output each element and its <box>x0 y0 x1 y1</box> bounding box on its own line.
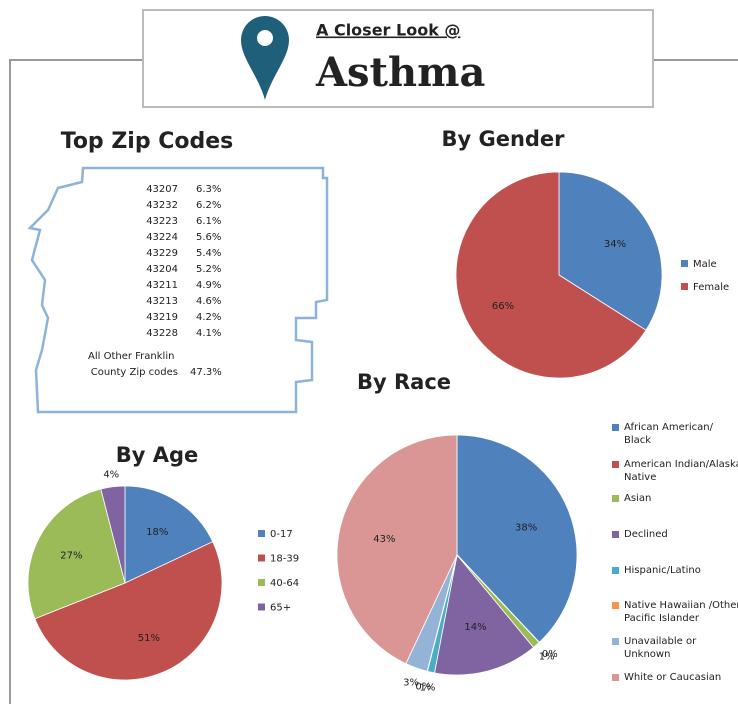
legend-item: White or Caucasian <box>612 671 738 684</box>
pie-slice <box>336 434 458 665</box>
data-label: 3% <box>403 678 419 689</box>
zip-percent: 6.1% <box>196 216 221 227</box>
pie-slice <box>455 171 647 379</box>
zip-code: 43207 <box>146 184 178 195</box>
legend-swatch <box>258 579 265 586</box>
pie-slice <box>27 488 126 620</box>
pie-slice <box>456 434 578 644</box>
zip-code: 43228 <box>146 328 178 339</box>
legend-label: 0-17 <box>270 529 293 540</box>
county-map <box>27 166 329 414</box>
header-box <box>142 9 654 108</box>
zip-other-label: County Zip codes <box>91 367 178 378</box>
legend-item: Asian <box>612 492 738 505</box>
data-label: 14% <box>464 622 486 633</box>
legend-label: 18-39 <box>270 554 299 565</box>
legend-label: African American/ Black <box>624 422 713 446</box>
legend-label: Female <box>693 282 729 293</box>
legend-swatch <box>612 602 619 609</box>
legend-label: American Indian/Alaska Native <box>624 459 738 483</box>
legend-swatch <box>681 283 688 290</box>
zip-percent: 6.3% <box>196 184 221 195</box>
legend-label: White or Caucasian <box>624 672 722 683</box>
legend-item: Hispanic/Latino <box>612 564 738 577</box>
pie-slice <box>124 485 214 584</box>
zip-percent: 5.2% <box>196 264 221 275</box>
zip-code: 43232 <box>146 200 178 211</box>
data-label: 0% <box>542 649 558 660</box>
legend-swatch <box>612 531 619 538</box>
chart-title: By Race <box>357 370 451 394</box>
legend-swatch <box>258 530 265 537</box>
pie-slice <box>34 541 223 681</box>
data-label: 34% <box>604 239 626 250</box>
legend-item: Native Hawaiian /Other Pacific Islander <box>612 599 738 625</box>
zip-percent: 6.2% <box>196 200 221 211</box>
pie-slice <box>558 171 663 331</box>
zip-code: 43219 <box>146 312 178 323</box>
legend-item: Declined <box>612 528 738 541</box>
legend-label: Unavailable or Unknown <box>624 636 697 660</box>
data-label: 18% <box>146 527 168 538</box>
legend-label: Asian <box>624 493 652 504</box>
zip-percent: 4.2% <box>196 312 221 323</box>
legend-swatch <box>612 495 619 502</box>
legend-swatch <box>258 603 265 611</box>
data-label: 1% <box>419 682 435 693</box>
zip-code: 43213 <box>146 296 178 307</box>
zip-code: 43224 <box>146 232 178 243</box>
data-label: 1% <box>539 652 555 663</box>
chart-title: By Age <box>116 443 199 467</box>
zip-percent: 4.6% <box>196 296 221 307</box>
legend-label: Declined <box>624 529 668 540</box>
chart-title: By Gender <box>441 127 565 151</box>
legend-item: American Indian/Alaska Native <box>612 458 738 484</box>
legend-label: Native Hawaiian /Other Pacific Islander <box>624 600 738 624</box>
pin-icon <box>241 16 289 100</box>
data-label: 43% <box>373 534 395 545</box>
race-legend: African American/ Black American Indian/A… <box>612 420 738 704</box>
zip-other-value: 47.3% <box>190 367 222 378</box>
pie-slice <box>434 554 535 676</box>
legend-swatch <box>681 260 688 267</box>
zip-code: 43223 <box>146 216 178 227</box>
legend-swatch <box>612 424 619 431</box>
data-label: 27% <box>60 551 82 562</box>
zip-percent: 4.9% <box>196 280 221 291</box>
legend-swatch <box>612 567 619 574</box>
zip-other-label: All Other Franklin <box>88 351 174 362</box>
legend-label: Male <box>693 259 717 270</box>
legend-swatch <box>612 461 619 468</box>
data-label: 38% <box>515 523 537 534</box>
zip-percent: 5.4% <box>196 248 221 259</box>
zip-code: 43229 <box>146 248 178 259</box>
legend-swatch <box>612 638 619 645</box>
zip-title: Top Zip Codes <box>61 129 234 154</box>
zip-code: 43204 <box>146 264 178 275</box>
data-label: 4% <box>103 469 119 480</box>
zip-percent: 5.6% <box>196 232 221 243</box>
frame <box>9 59 143 704</box>
pin-hole <box>257 30 273 46</box>
data-label: 0% <box>415 681 431 692</box>
legend-label: 65+ <box>270 603 291 614</box>
legend-item: African American/ Black <box>612 421 738 447</box>
pie-slice <box>100 485 126 584</box>
legend-item: Unavailable or Unknown <box>612 635 738 661</box>
header-title: Asthma <box>315 49 485 96</box>
legend-swatch <box>258 554 265 562</box>
data-label: 51% <box>138 633 160 644</box>
legend-label: 40-64 <box>270 578 299 589</box>
legend-swatch <box>612 674 619 681</box>
header-subtitle: A Closer Look @ <box>316 21 460 40</box>
zip-percent: 4.1% <box>196 328 221 339</box>
zip-code: 43211 <box>146 280 178 291</box>
data-label: 66% <box>492 301 514 312</box>
legend-label: Hispanic/Latino <box>624 565 701 576</box>
